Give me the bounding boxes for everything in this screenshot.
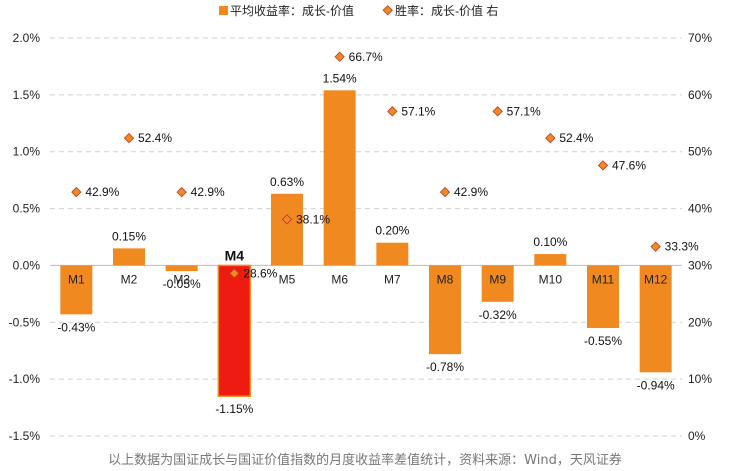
category-label-M1: M1 (68, 272, 85, 286)
point-label-M7: 57.1% (401, 104, 435, 118)
point-M8 (439, 186, 451, 198)
bar-M7 (376, 242, 409, 266)
point-M3 (176, 186, 187, 198)
bar-M4 (217, 264, 252, 397)
point-M11 (597, 160, 609, 171)
right-tick-label: 30% (688, 258, 712, 272)
point-label-M11: 47.6% (612, 158, 646, 172)
left-tick-label: 1.5% (13, 88, 41, 102)
bar-M1 (60, 265, 93, 315)
point-label-M9: 57.1% (507, 104, 541, 118)
right-tick-label: 70% (688, 31, 712, 45)
bar-M11 (587, 265, 619, 328)
category-label-M11: M11 (592, 272, 615, 286)
bar-label-M9: -0.32% (479, 308, 517, 322)
point-M2 (123, 132, 135, 144)
bar-M3 (165, 265, 198, 272)
footnote: 以上数据为国证成长与国证价值指数的月度收益率差值统计，资料来源：Wind，天风证… (108, 452, 622, 468)
category-label-M9: M9 (489, 272, 506, 286)
right-tick-label: 0% (688, 429, 706, 443)
left-axis: 2.0% 1.5% 1.0% 0.5% 0.0% -0.5% -1.0% -1.5% (9, 31, 41, 443)
left-tick-label: -1.5% (9, 429, 41, 443)
bar-label-M6: 1.54% (323, 71, 357, 85)
point-M1 (71, 186, 82, 198)
bar-M5 (271, 193, 303, 266)
left-tick-label: 0.5% (13, 202, 41, 216)
point-label-M8: 42.9% (454, 185, 488, 199)
right-tick-label: 10% (688, 372, 712, 386)
category-label-M7: M7 (384, 272, 401, 286)
legend-bar-label: 平均收益率：成长-价值 (230, 3, 354, 18)
bar-M6 (323, 90, 356, 266)
bar-M12 (639, 265, 672, 373)
bar-M10 (534, 254, 567, 266)
point-M10 (545, 132, 556, 144)
left-tick-label: -1.0% (9, 372, 41, 386)
bar-label-M10: 0.10% (533, 235, 567, 249)
category-label-M10: M10 (539, 272, 563, 286)
bar-label-M4: -1.15% (215, 402, 253, 416)
legend-point-swatch (382, 5, 393, 16)
category-label-M12: M12 (644, 272, 668, 286)
bar-label-M3: -0.05% (163, 277, 201, 291)
category-label-M4: M4 (225, 247, 245, 263)
category-label-M6: M6 (331, 272, 348, 286)
gridlines (50, 37, 682, 437)
bar-label-M1: -0.43% (57, 320, 95, 334)
right-tick-label: 50% (688, 145, 712, 159)
category-label-M8: M8 (437, 272, 454, 286)
point-M7 (387, 106, 398, 117)
bar-label-M2: 0.15% (112, 229, 146, 243)
legend-point-label: 胜率：成长-价值 右 (395, 3, 498, 18)
bar-label-M7: 0.20% (375, 224, 409, 238)
category-labels: M1 M2 M3 M4 M5 M6 M7 M8 M9 M10 M11 M12 (68, 247, 668, 286)
point-M6 (334, 51, 345, 62)
point-label-M4: 28.6% (243, 266, 277, 280)
bar-M2 (113, 248, 145, 266)
category-label-M5: M5 (279, 272, 296, 286)
point-label-M6: 66.7% (349, 50, 383, 64)
legend-bar-swatch (219, 6, 228, 15)
point-M5 (281, 214, 293, 225)
bar-label-M11: -0.55% (584, 334, 622, 348)
data-labels: -0.43% 0.15% -0.05% -1.15% 0.63% 1.54% 0.20% -0… (57, 50, 699, 416)
point-M12 (650, 241, 661, 252)
bar-label-M8: -0.78% (426, 360, 464, 374)
point-label-M5: 38.1% (296, 212, 330, 226)
bar-M9 (481, 265, 514, 302)
left-tick-label: 2.0% (13, 31, 41, 45)
right-axis: 70% 60% 50% 40% 30% 20% 10% 0% (688, 31, 712, 443)
point-label-M1: 42.9% (85, 185, 119, 199)
right-tick-label: 20% (688, 315, 712, 329)
point-label-M3: 42.9% (191, 185, 225, 199)
legend: 平均收益率：成长-价值 胜率：成长-价值 右 (219, 3, 498, 18)
bar-M8 (429, 265, 461, 355)
category-label-M3: M3 (173, 272, 190, 286)
category-label-M2: M2 (121, 272, 138, 286)
win-rate-points (71, 51, 661, 279)
left-tick-label: -0.5% (9, 315, 41, 329)
bars (60, 90, 672, 397)
left-tick-label: 0.0% (13, 258, 41, 272)
point-M9 (492, 106, 503, 117)
left-tick-label: 1.0% (13, 145, 41, 159)
bar-label-M12: -0.94% (637, 378, 675, 392)
right-tick-label: 40% (688, 202, 712, 216)
right-tick-label: 60% (688, 88, 712, 102)
bar-label-M5: 0.63% (270, 175, 304, 189)
point-label-M10: 52.4% (559, 131, 593, 145)
point-label-M12: 33.3% (665, 240, 699, 254)
point-M4 (229, 268, 240, 279)
point-label-M2: 52.4% (138, 131, 172, 145)
